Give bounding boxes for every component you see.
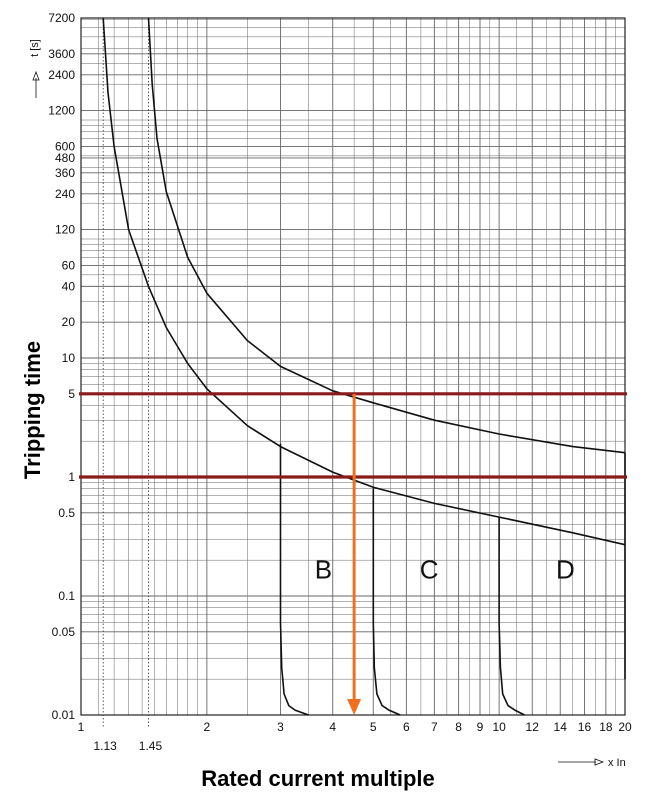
region-label: D — [556, 555, 575, 585]
y-tick-label: 60 — [62, 258, 76, 272]
x-tick-label: 14 — [554, 720, 568, 734]
region-labels: B C D — [315, 555, 575, 585]
curves — [102, 17, 626, 716]
y-tick-label: 1200 — [48, 104, 75, 118]
y-tick-label: 10 — [62, 351, 76, 365]
y-tick-label: 20 — [62, 315, 76, 329]
y-tick-label: 0.5 — [58, 506, 75, 520]
y-tick-label: 480 — [55, 151, 75, 165]
y-axis-title: Tripping time — [20, 341, 45, 479]
x-tick-label: 12 — [526, 720, 540, 734]
arrowhead-icon — [347, 699, 362, 715]
plot-frame — [80, 17, 626, 716]
overlays — [79, 392, 627, 715]
series-line — [279, 443, 309, 716]
x-tick-label: 3 — [277, 720, 284, 734]
y-tick-label: 0.1 — [58, 589, 75, 603]
reference-label: 1.45 — [139, 739, 163, 753]
y-unit-label: t [s] — [29, 39, 41, 57]
region-label: C — [420, 555, 439, 585]
x-tick-label: 20 — [618, 720, 632, 734]
y-tick-label: 5 — [68, 387, 75, 401]
x-tick-label: 18 — [599, 720, 613, 734]
y-unit-group: t [s] — [29, 39, 41, 98]
y-tick-label: 40 — [62, 279, 76, 293]
y-tick-label: 600 — [55, 139, 75, 153]
y-tick-label: 3600 — [48, 47, 75, 61]
x-tick-label: 9 — [477, 720, 484, 734]
series-line — [102, 17, 626, 546]
x-unit-arrowhead-icon — [594, 758, 605, 766]
x-tick-label: 8 — [455, 720, 462, 734]
x-axis-title: Rated current multiple — [201, 766, 434, 791]
series-line — [498, 517, 525, 716]
x-tick-label: 5 — [370, 720, 377, 734]
x-tick-label: 6 — [403, 720, 410, 734]
x-tick-label: 2 — [204, 720, 211, 734]
x-unit-group: x In — [558, 757, 626, 769]
tick-labels: 0.010.050.10.515102040601202403604806001… — [48, 11, 632, 753]
x-unit-label: x In — [608, 757, 626, 769]
y-tick-label: 360 — [55, 166, 75, 180]
y-tick-label: 0.05 — [52, 625, 76, 639]
y-tick-label: 1 — [68, 470, 75, 484]
y-unit-arrowhead-icon — [32, 70, 40, 81]
y-tick-label: 7200 — [48, 11, 75, 25]
x-tick-label: 7 — [431, 720, 438, 734]
series-line — [372, 488, 401, 716]
x-tick-label: 16 — [578, 720, 592, 734]
y-tick-label: 0.01 — [52, 708, 76, 722]
x-tick-label: 1 — [78, 720, 85, 734]
y-tick-label: 240 — [55, 187, 75, 201]
y-tick-label: 120 — [55, 223, 75, 237]
x-tick-label: 10 — [492, 720, 506, 734]
y-tick-label: 2400 — [48, 68, 75, 82]
x-tick-label: 4 — [329, 720, 336, 734]
series-line — [147, 17, 626, 454]
region-label: B — [315, 555, 332, 585]
reference-label: 1.13 — [94, 739, 118, 753]
